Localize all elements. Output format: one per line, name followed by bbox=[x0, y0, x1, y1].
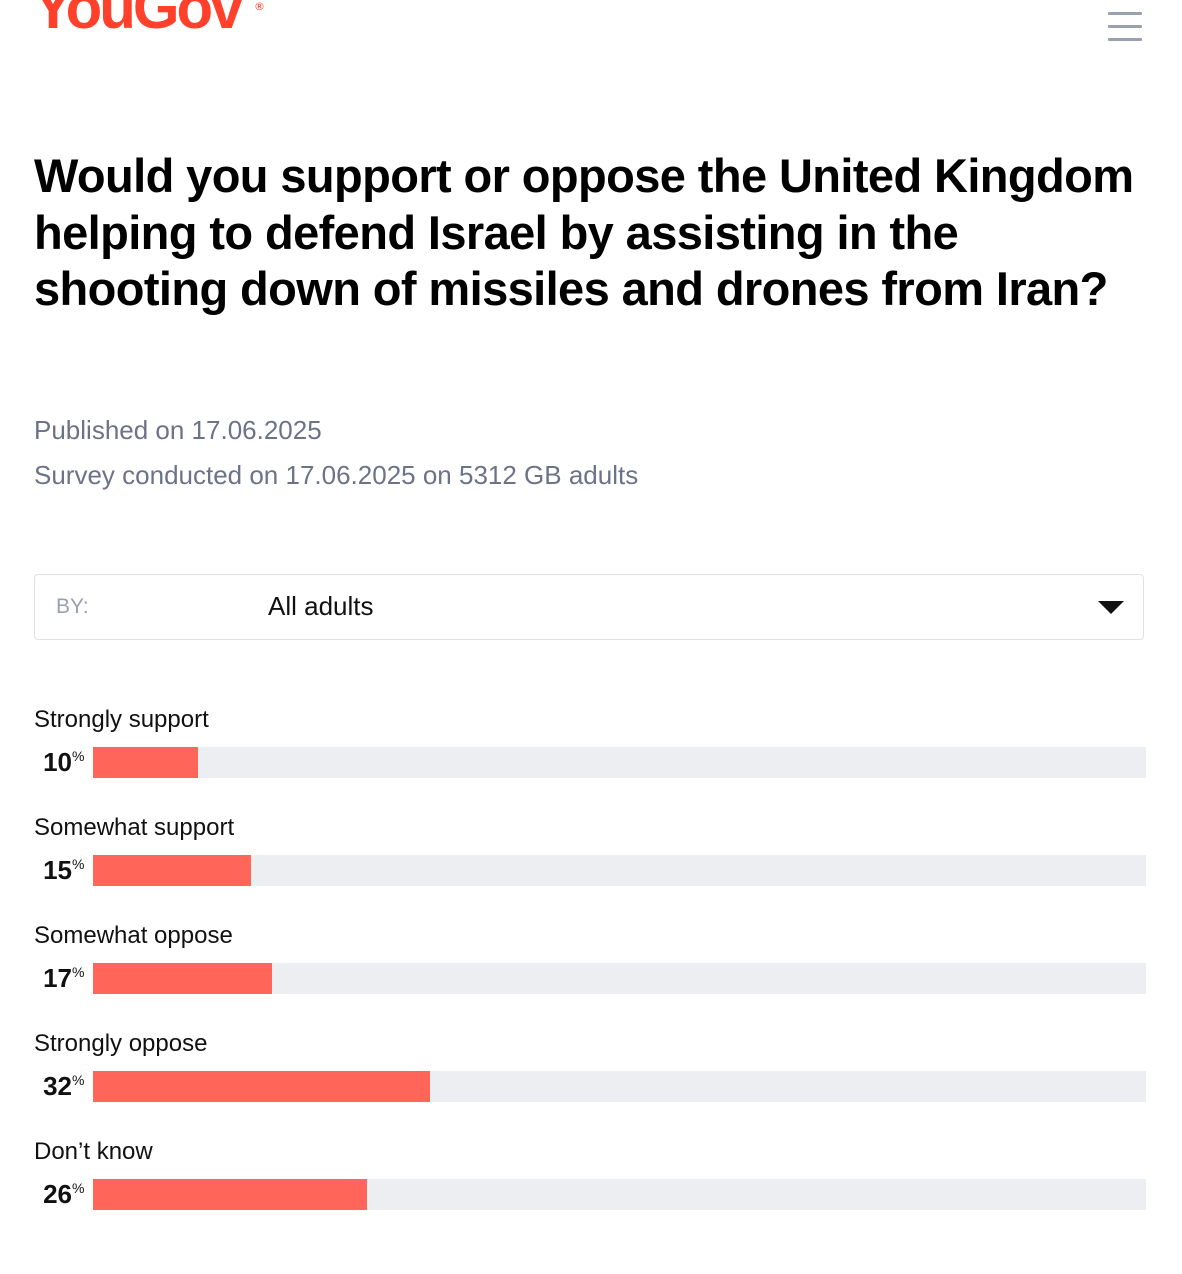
category-label: Strongly oppose bbox=[34, 1030, 208, 1057]
value-number: 32 bbox=[43, 1071, 72, 1101]
value-label: 32% bbox=[0, 1071, 84, 1101]
bar bbox=[93, 963, 272, 994]
published-date: Published on 17.06.2025 bbox=[34, 415, 322, 445]
bar-track bbox=[93, 963, 1146, 994]
menu-line bbox=[1108, 38, 1142, 41]
bar-track bbox=[93, 747, 1146, 778]
breakdown-select[interactable]: BY: All adults bbox=[34, 574, 1144, 640]
category-label: Strongly support bbox=[34, 706, 209, 733]
value-number: 15 bbox=[43, 855, 72, 885]
value-label: 26% bbox=[0, 1179, 84, 1209]
value-number: 17 bbox=[43, 963, 72, 993]
result-row: Strongly support 10% bbox=[0, 705, 1182, 805]
result-row: Don’t know 26% bbox=[0, 1137, 1182, 1237]
survey-info: Survey conducted on 17.06.2025 on 5312 G… bbox=[34, 460, 639, 490]
percent-sign: % bbox=[72, 964, 85, 980]
breakdown-select-label: BY: bbox=[56, 595, 89, 618]
bar-track bbox=[93, 855, 1146, 886]
menu-line bbox=[1108, 25, 1142, 28]
bar bbox=[93, 747, 198, 778]
bar-track bbox=[93, 1071, 1146, 1102]
breakdown-select-value: All adults bbox=[268, 591, 374, 621]
registered-mark: ® bbox=[254, 0, 265, 13]
yougov-logo[interactable]: YouGov bbox=[33, 0, 244, 41]
hamburger-menu-icon[interactable] bbox=[1106, 11, 1144, 43]
category-label: Somewhat support bbox=[34, 814, 235, 841]
result-row: Somewhat oppose 17% bbox=[0, 921, 1182, 1021]
percent-sign: % bbox=[72, 1180, 85, 1196]
bar bbox=[93, 855, 251, 886]
value-label: 17% bbox=[0, 963, 84, 993]
bar-track bbox=[93, 1179, 1146, 1210]
menu-line bbox=[1108, 12, 1142, 15]
percent-sign: % bbox=[72, 856, 85, 872]
result-row: Strongly oppose 32% bbox=[0, 1029, 1182, 1129]
category-label: Somewhat oppose bbox=[34, 922, 233, 949]
caret-down-icon bbox=[1098, 601, 1124, 614]
survey-question: Would you support or oppose the United K… bbox=[34, 149, 1134, 315]
bar bbox=[93, 1179, 367, 1210]
bar bbox=[93, 1071, 430, 1102]
percent-sign: % bbox=[72, 748, 85, 764]
percent-sign: % bbox=[72, 1072, 85, 1088]
result-row: Somewhat support 15% bbox=[0, 813, 1182, 913]
category-label: Don’t know bbox=[34, 1138, 153, 1165]
value-label: 15% bbox=[0, 855, 84, 885]
value-number: 26 bbox=[43, 1179, 72, 1209]
header: YouGov ® bbox=[0, 0, 1182, 60]
value-label: 10% bbox=[0, 747, 84, 777]
value-number: 10 bbox=[43, 747, 72, 777]
